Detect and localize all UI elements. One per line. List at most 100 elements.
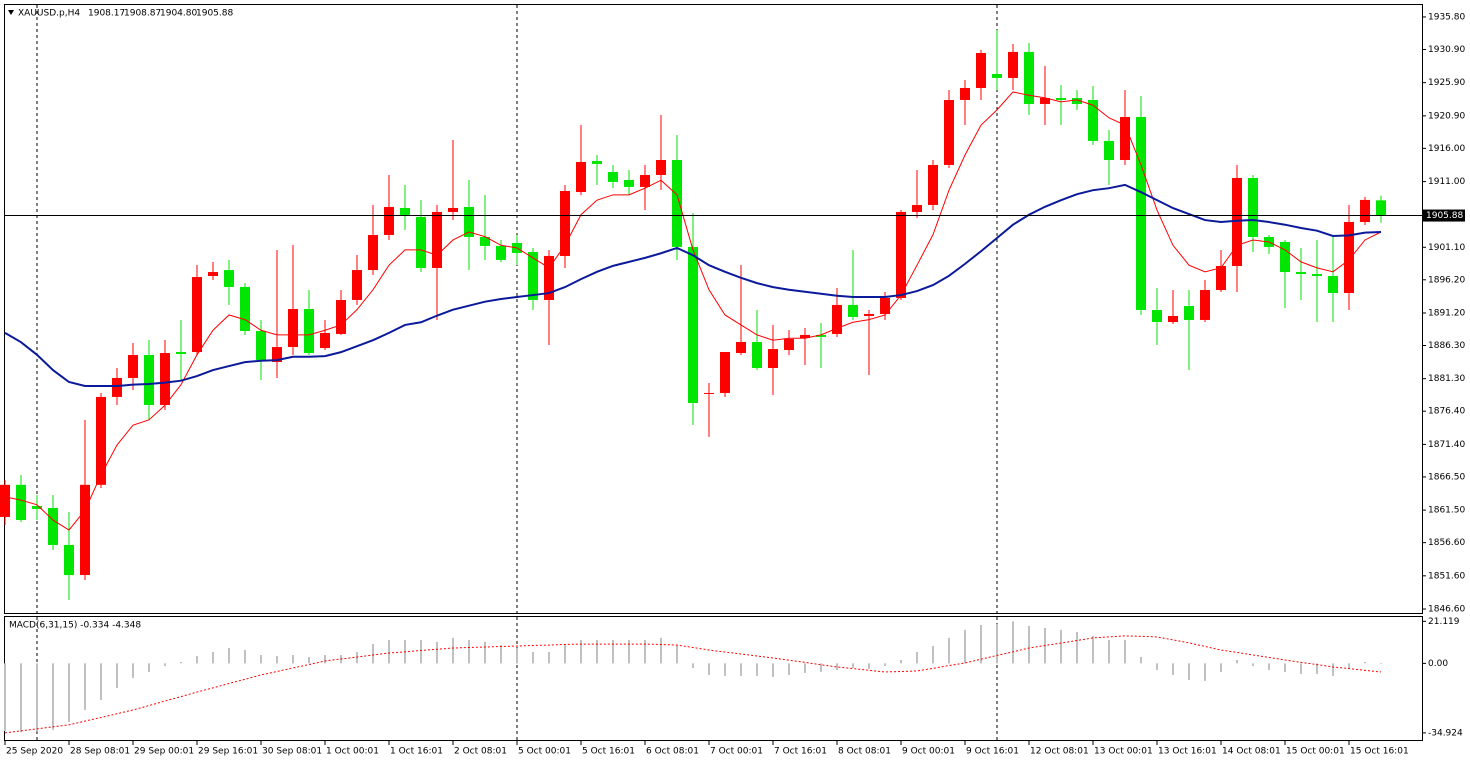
candle-body — [912, 204, 922, 212]
x-tick-label: 2 Oct 08:01 — [454, 747, 507, 757]
x-tick-label: 13 Oct 16:01 — [1158, 747, 1217, 757]
candle-body — [1072, 97, 1082, 104]
candle-body — [368, 234, 378, 271]
y-tick-label: 1891.20 — [1428, 308, 1465, 318]
x-tick-label: 1 Oct 00:01 — [326, 747, 379, 757]
y-tick-label: 1866.50 — [1428, 472, 1465, 482]
candle-body — [1328, 276, 1338, 294]
candle-body — [496, 245, 506, 260]
candle-body — [1184, 306, 1194, 320]
candle-body — [432, 211, 442, 268]
candle-body — [1360, 199, 1370, 222]
candle-body — [896, 211, 906, 298]
candle-body — [80, 484, 90, 576]
y-tick-label: 1901.10 — [1428, 243, 1465, 253]
candle-body — [1280, 241, 1290, 273]
candle-body — [816, 334, 826, 337]
ohlc-low: 1904.80 — [160, 9, 197, 19]
candle-body — [560, 190, 570, 256]
y-tick-label: 0.00 — [1428, 659, 1448, 669]
candle-body — [160, 353, 170, 405]
candle-body — [48, 507, 58, 545]
candle-body — [1008, 51, 1018, 78]
candle-body — [976, 52, 986, 88]
y-tick-label: 21.119 — [1428, 617, 1460, 627]
candle-body — [304, 309, 314, 354]
candle-body — [96, 396, 106, 485]
candle-body — [624, 179, 634, 187]
candle-body — [416, 216, 426, 268]
candle-body — [672, 159, 682, 247]
y-tick-label: 1896.20 — [1428, 275, 1465, 285]
y-tick-label: 1881.30 — [1428, 374, 1465, 384]
y-tick-label: 1920.90 — [1428, 111, 1465, 121]
candle-body — [112, 377, 122, 397]
x-tick-label: 1 Oct 16:01 — [390, 747, 443, 757]
candle-body — [128, 354, 138, 378]
x-tick-label: 5 Oct 16:01 — [582, 747, 635, 757]
candle-body — [1088, 99, 1098, 141]
moving-average — [4, 91, 1382, 531]
candle-body — [256, 330, 266, 360]
candle-body — [1200, 290, 1210, 320]
x-tick-label: 7 Oct 16:01 — [774, 747, 827, 757]
candle-body — [848, 304, 858, 317]
candle-body — [960, 87, 970, 100]
candle-body — [688, 246, 698, 403]
candle-body — [144, 354, 154, 405]
x-tick-label: 9 Oct 16:01 — [966, 747, 1019, 757]
x-tick-label: 5 Oct 00:01 — [518, 747, 571, 757]
moving-average — [4, 183, 1382, 387]
candle-body — [640, 174, 650, 187]
candle-body — [16, 484, 26, 521]
candle-body — [176, 352, 186, 355]
candle-body — [400, 207, 410, 215]
ohlc-open: 1908.17 — [88, 9, 125, 19]
candle-body — [528, 251, 538, 300]
price-panel — [4, 4, 1423, 614]
candle-body — [544, 255, 554, 300]
current-price-box — [1423, 209, 1465, 222]
candle-body — [736, 341, 746, 354]
candle-body — [1136, 116, 1146, 310]
x-tick-label: 29 Sep 00:01 — [134, 747, 194, 757]
candle-body — [720, 352, 730, 393]
candle-body — [880, 297, 890, 314]
candle-body — [1024, 51, 1034, 104]
candle-body — [208, 272, 218, 277]
candle-body — [1120, 116, 1130, 160]
x-tick-label: 8 Oct 08:01 — [838, 747, 891, 757]
candle-body — [1376, 200, 1386, 216]
x-tick-label: 28 Sep 08:01 — [70, 747, 130, 757]
candle-body — [608, 172, 618, 182]
candle-body — [928, 164, 938, 205]
candle-body — [64, 544, 74, 576]
candle-body — [1344, 221, 1354, 294]
y-tick-label: 1846.60 — [1428, 605, 1465, 615]
candle-body — [320, 332, 330, 349]
candle-body — [992, 73, 1002, 78]
candle-body — [1104, 140, 1114, 160]
candle-body — [1232, 177, 1242, 266]
x-tick-label: 25 Sep 2020 — [6, 747, 63, 757]
x-tick-label: 12 Oct 08:01 — [1030, 747, 1089, 757]
macd-title: MACD(6,31,15) -0.334 -4.348 — [9, 621, 141, 631]
candle-body — [240, 286, 250, 331]
y-tick-label: 1886.30 — [1428, 341, 1465, 351]
y-tick-label: 1935.80 — [1428, 12, 1465, 22]
y-tick-label: 1861.50 — [1428, 506, 1465, 516]
candle-body — [32, 506, 42, 509]
y-tick-label: 1916.00 — [1428, 144, 1465, 154]
x-tick-label: 6 Oct 08:01 — [646, 747, 699, 757]
candle-body — [576, 161, 586, 192]
x-tick-label: 30 Sep 08:01 — [262, 747, 322, 757]
menu-triangle[interactable] — [8, 10, 14, 15]
candle-body — [752, 341, 762, 369]
candle-body — [1040, 97, 1050, 104]
symbol-label: XAUUSD.p,H4 — [18, 9, 80, 19]
x-tick-label: 15 Oct 00:01 — [1286, 747, 1345, 757]
candle-body — [272, 347, 282, 362]
candle-body — [352, 270, 362, 300]
x-tick-label: 9 Oct 00:01 — [902, 747, 955, 757]
